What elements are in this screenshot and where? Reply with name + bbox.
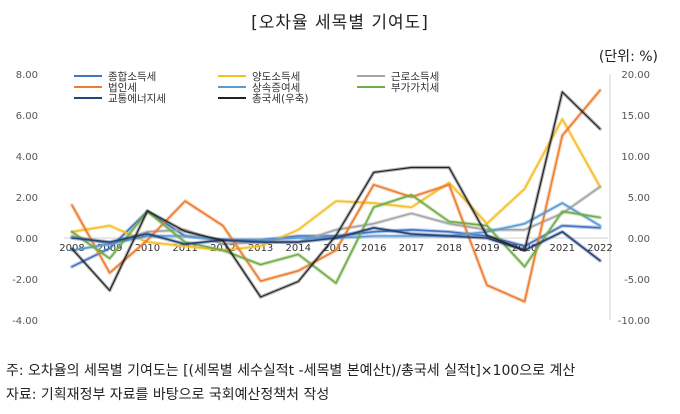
right-axis-tick-label: -5.00	[624, 275, 650, 286]
left-axis-tick-label: 4.00	[16, 152, 38, 163]
legend-label: 근로소득세	[391, 71, 439, 83]
right-axis-tick-label: 15.00	[621, 111, 650, 122]
right-axis-tick-label: 10.00	[621, 152, 650, 163]
footnote-formula: 주: 오차율의 세목별 기여도는 [(세목별 세수실적t -세목별 본예산t)/…	[6, 363, 576, 379]
chart-title: [오차율 세목별 기여도]	[251, 13, 429, 33]
x-axis-tick-label: 2019	[474, 243, 499, 254]
legend-label: 상속증여세	[252, 82, 300, 94]
x-axis-tick-label: 2016	[361, 243, 386, 254]
legend-label: 부가가치세	[391, 82, 439, 94]
series-line	[71, 91, 601, 298]
series-line-halo	[70, 88, 602, 304]
x-axis-tick-label: 2022	[587, 243, 612, 254]
right-axis-tick-label: 5.00	[628, 193, 650, 204]
line-chart: -4.00 -2.00 0.00 2.00 4.00 6.00 8.00 -10.00 -5.0…	[12, 70, 650, 327]
x-axis-tick-label: 2017	[399, 243, 424, 254]
right-axis-tick-label: -10.00	[618, 316, 650, 327]
x-axis-tick-label: 2014	[286, 243, 311, 254]
right-axis-tick-label: 0.00	[628, 234, 650, 245]
series-line	[71, 227, 601, 262]
left-axis-tick-label: 0.00	[16, 234, 38, 245]
series-line	[71, 186, 601, 245]
series-layer	[70, 88, 602, 304]
left-axis-tick-label: -2.00	[12, 275, 38, 286]
unit-label: (단위: %)	[598, 49, 658, 65]
x-axis-tick-label: 2012	[210, 243, 235, 254]
left-axis-tick-label: 2.00	[16, 193, 38, 204]
x-axis-tick-label: 2011	[172, 243, 197, 254]
x-axis-tick-label: 2018	[436, 243, 461, 254]
left-axis-tick-label: 6.00	[16, 111, 38, 122]
x-axis-tick-label: 2015	[323, 243, 348, 254]
right-axis-tick-label: 20.00	[621, 70, 650, 81]
series-line	[71, 118, 601, 252]
series-line	[71, 89, 601, 303]
legend-label: 종합소득세	[108, 71, 156, 83]
left-axis-tick-label: 8.00	[16, 70, 38, 81]
legend-label: 교통에너지세	[108, 93, 166, 105]
x-axis-tick-label: 2013	[248, 243, 273, 254]
legend-label: 법인세	[108, 82, 137, 94]
legend-label: 총국세(우축)	[252, 93, 309, 105]
legend-label: 양도소득세	[252, 71, 300, 83]
footnote-source: 자료: 기획재정부 자료를 바탕으로 국회예산정책처 작성	[6, 387, 330, 403]
series-line	[71, 194, 601, 284]
x-axis-tick-label: 2010	[135, 243, 160, 254]
left-axis-tick-label: -4.00	[12, 316, 38, 327]
x-axis-tick-label: 2021	[550, 243, 575, 254]
